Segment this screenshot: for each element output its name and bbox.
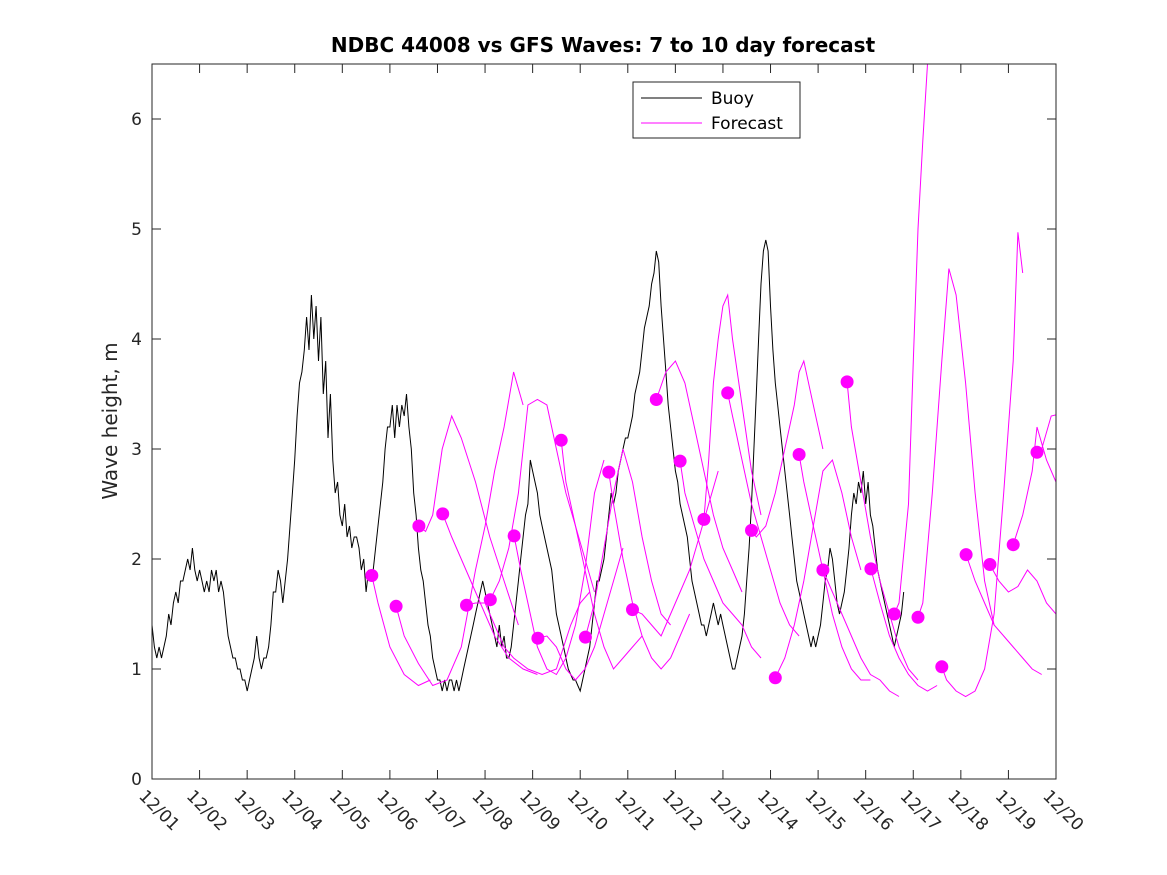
legend-label-forecast: Forecast bbox=[711, 114, 783, 134]
forecast-line-23 bbox=[893, 64, 928, 615]
forecast-marker-15 bbox=[697, 512, 711, 526]
forecast-line-7 bbox=[513, 459, 605, 676]
forecast-marker-29 bbox=[1030, 445, 1044, 459]
forecast-marker-12 bbox=[626, 603, 639, 617]
forecast-marker-1 bbox=[365, 569, 379, 582]
forecast-marker-14 bbox=[673, 454, 687, 468]
forecast-line-21 bbox=[846, 381, 919, 681]
forecast-marker-7 bbox=[507, 529, 521, 543]
forecast-line-10 bbox=[584, 448, 671, 638]
buoy-line bbox=[152, 239, 905, 693]
forecast-marker-26 bbox=[959, 548, 973, 562]
forecast-marker-4 bbox=[436, 507, 450, 521]
y-tick-label: 3 bbox=[131, 440, 142, 460]
forecast-marker-27 bbox=[983, 558, 997, 571]
forecast-line-14 bbox=[679, 461, 762, 659]
forecast-line-13 bbox=[655, 360, 743, 593]
forecast-marker-25 bbox=[935, 660, 949, 674]
forecast-marker-28 bbox=[1006, 538, 1020, 552]
forecast-marker-6 bbox=[483, 593, 497, 607]
forecast-line-11 bbox=[608, 472, 691, 670]
forecast-line-26 bbox=[965, 554, 1042, 675]
forecast-line-24 bbox=[917, 268, 995, 626]
forecast-marker-22 bbox=[864, 562, 878, 576]
forecast-line-16 bbox=[727, 392, 800, 637]
forecast-line-18 bbox=[774, 458, 862, 679]
forecast-line-4 bbox=[442, 513, 538, 675]
forecast-marker-19 bbox=[792, 448, 806, 461]
legend: Buoy Forecast bbox=[632, 81, 801, 139]
forecast-line-5 bbox=[466, 591, 591, 676]
y-tick-label: 5 bbox=[131, 220, 142, 240]
forecast-marker-17 bbox=[745, 523, 758, 537]
forecast-marker-2 bbox=[389, 599, 403, 613]
forecast-marker-13 bbox=[649, 393, 663, 406]
axes-frame bbox=[151, 63, 1057, 780]
y-tick-label: 4 bbox=[131, 330, 142, 350]
forecast-marker-24 bbox=[911, 610, 925, 624]
y-tick-label: 2 bbox=[131, 550, 142, 570]
forecast-marker-20 bbox=[816, 563, 830, 577]
forecast-marker-21 bbox=[840, 375, 854, 389]
forecast-line-3 bbox=[418, 414, 519, 626]
forecast-marker-8 bbox=[531, 631, 545, 645]
forecast-marker-16 bbox=[721, 386, 735, 400]
forecast-marker-23 bbox=[887, 607, 901, 621]
forecast-line-1 bbox=[371, 575, 431, 687]
forecast-marker-9 bbox=[554, 433, 568, 447]
forecast-marker-11 bbox=[602, 465, 616, 479]
forecast-line-20 bbox=[822, 569, 900, 697]
forecast-line-25 bbox=[941, 232, 1024, 698]
forecast-line-8 bbox=[537, 547, 624, 681]
y-tick-label: 1 bbox=[131, 660, 142, 680]
legend-box bbox=[632, 81, 801, 139]
y-axis-label: Wave height, m bbox=[98, 342, 122, 499]
forecast-marker-10 bbox=[578, 630, 592, 644]
forecast-marker-3 bbox=[412, 519, 426, 533]
y-tick-label: 0 bbox=[131, 770, 142, 790]
forecast-marker-5 bbox=[460, 598, 473, 612]
forecast-line-22 bbox=[870, 568, 938, 692]
legend-label-buoy: Buoy bbox=[711, 89, 754, 109]
chart-title: NDBC 44008 vs GFS Waves: 7 to 10 day for… bbox=[331, 33, 876, 57]
forecast-line-17 bbox=[751, 359, 824, 538]
data-layer bbox=[152, 64, 1056, 698]
plot-area bbox=[152, 64, 1056, 779]
forecast-line-15 bbox=[703, 293, 762, 520]
forecast-marker-18 bbox=[768, 671, 782, 685]
y-tick-label: 6 bbox=[131, 110, 142, 130]
forecast-line-9 bbox=[560, 440, 643, 670]
forecast-line-27 bbox=[989, 564, 1056, 615]
forecast-line-19 bbox=[798, 454, 871, 681]
